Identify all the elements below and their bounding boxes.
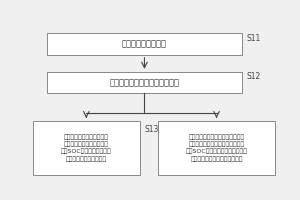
FancyBboxPatch shape <box>158 121 275 175</box>
FancyBboxPatch shape <box>47 72 242 93</box>
Text: 若期望制动强度大于或等于强度阈
值，车速大于车速阈值，且动力电
池的SOC小于荷电阈值，则控制对
车辆同时进行电制动和机械制动: 若期望制动强度大于或等于强度阈 值，车速大于车速阈值，且动力电 池的SOC小于荷… <box>185 134 248 162</box>
Text: S11: S11 <box>247 34 261 43</box>
Text: S13: S13 <box>145 125 159 134</box>
Text: 获取车辆的制动信号: 获取车辆的制动信号 <box>122 40 167 49</box>
Text: 根据制动信号确定期望制动强度: 根据制动信号确定期望制动强度 <box>110 78 179 87</box>
Text: S12: S12 <box>247 72 261 81</box>
FancyBboxPatch shape <box>33 121 140 175</box>
FancyBboxPatch shape <box>47 33 242 55</box>
Text: 制动强度小于预定的强度阈
达大于预定的车速阈值，且
池的SOC小于预定的荷电阈
则控制对车辆进行电制动: 制动强度小于预定的强度阈 达大于预定的车速阈值，且 池的SOC小于预定的荷电阈 … <box>61 134 112 162</box>
